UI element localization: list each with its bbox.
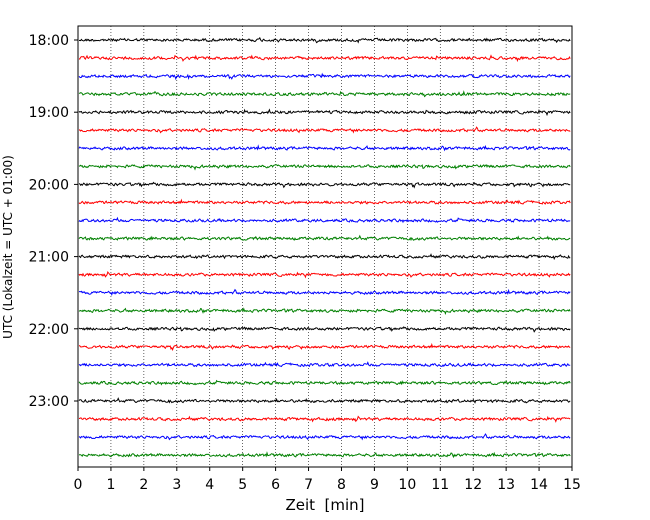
trace-line bbox=[78, 397, 571, 404]
x-tick-label: 8 bbox=[337, 477, 346, 493]
y-tick-label: 19:00 bbox=[29, 105, 69, 121]
y-tick-label: 18:00 bbox=[29, 33, 69, 49]
x-axis-ticks: 0 1 2 3 4 5 6 7 8 9 10 11 12 13 14 15 bbox=[74, 467, 581, 493]
trace-line bbox=[78, 342, 571, 352]
x-tick-label: 9 bbox=[370, 477, 379, 493]
x-tick-label: 6 bbox=[271, 477, 280, 493]
y-tick-label: 21:00 bbox=[29, 250, 69, 266]
trace-line bbox=[78, 164, 571, 171]
seismic-traces bbox=[78, 36, 571, 459]
trace-line bbox=[78, 36, 571, 44]
x-tick-label: 5 bbox=[238, 477, 247, 493]
trace-line bbox=[78, 198, 571, 205]
x-tick-label: 13 bbox=[497, 477, 515, 493]
x-tick-label: 14 bbox=[530, 477, 548, 493]
y-tick-label: 23:00 bbox=[29, 394, 69, 410]
x-tick-label: 15 bbox=[563, 477, 581, 493]
plot-frame bbox=[77, 25, 573, 468]
y-axis-label: UTC (Lokalzeit = UTC + 01:00) bbox=[1, 155, 15, 339]
x-tick-label: 0 bbox=[74, 477, 83, 493]
trace-line bbox=[78, 126, 571, 134]
trace-line bbox=[78, 379, 571, 386]
trace-line bbox=[78, 108, 571, 117]
trace-line bbox=[78, 181, 571, 189]
trace-line bbox=[78, 216, 571, 224]
x-tick-label: 3 bbox=[172, 477, 181, 493]
trace-line bbox=[78, 234, 571, 242]
trace-line bbox=[78, 72, 571, 81]
x-axis-label: Zeit [min] bbox=[285, 496, 364, 514]
y-tick-label: 20:00 bbox=[29, 177, 69, 193]
trace-line bbox=[78, 415, 571, 423]
y-axis-ticks: 18:00 19:00 20:00 21:00 22:00 23:00 bbox=[29, 33, 78, 410]
y-tick-label: 22:00 bbox=[29, 322, 69, 338]
trace-line bbox=[78, 144, 571, 152]
x-tick-label: 10 bbox=[398, 477, 416, 493]
trace-line bbox=[78, 361, 571, 368]
trace-line bbox=[78, 307, 571, 315]
x-tick-label: 12 bbox=[464, 477, 482, 493]
x-tick-label: 2 bbox=[139, 477, 148, 493]
trace-line bbox=[78, 253, 571, 261]
trace-line bbox=[78, 326, 571, 333]
trace-line bbox=[78, 451, 571, 459]
trace-line bbox=[78, 90, 571, 98]
trace-line bbox=[78, 288, 571, 297]
x-tick-label: 7 bbox=[304, 477, 313, 493]
x-tick-label: 1 bbox=[106, 477, 115, 493]
x-tick-label: 11 bbox=[431, 477, 449, 493]
trace-line bbox=[78, 54, 571, 63]
trace-line bbox=[78, 433, 571, 441]
trace-line bbox=[78, 271, 571, 279]
x-tick-label: 4 bbox=[205, 477, 214, 493]
